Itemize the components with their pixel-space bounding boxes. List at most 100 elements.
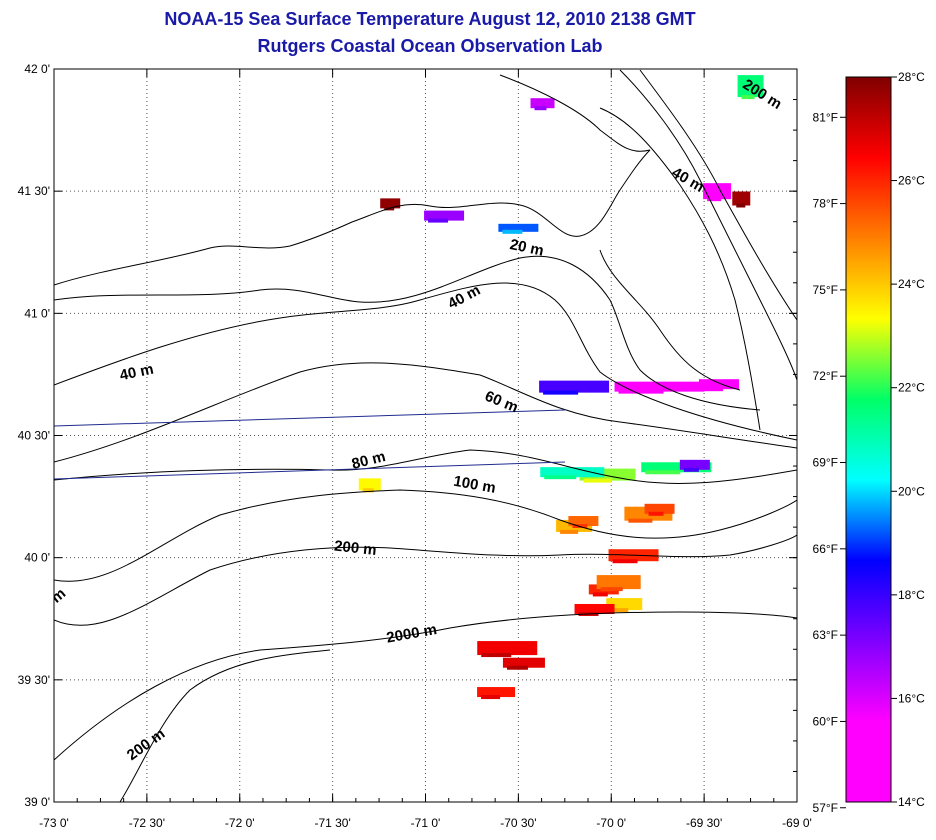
sst-patch (644, 503, 675, 514)
sst-patch-fringe (362, 488, 374, 493)
lat-tick-label: 40 0' (24, 551, 50, 565)
sst-patch (679, 459, 710, 470)
depth-label: 2000 m (385, 621, 438, 647)
colorbar-label-c: 28°C (898, 70, 925, 84)
sst-patch-fringe (610, 608, 629, 613)
sst-patch (703, 183, 732, 200)
sst-patch-fringe (741, 95, 755, 100)
sst-patch (737, 75, 764, 98)
georges-bank-edge (499, 74, 651, 152)
depth-label: 100 m (452, 473, 497, 497)
lon-tick-label: -71 30' (314, 816, 350, 830)
sst-patch-fringe (544, 475, 577, 480)
sst-patch-fringe (534, 106, 547, 111)
contour-60m (54, 362, 797, 463)
sst-patch-fringe (612, 559, 638, 564)
contour-2000m (54, 611, 797, 761)
axis-ticks: -73 0' -72 30' -72 0' -71 30' -71 0' -70 30' -… (18, 62, 812, 830)
colorbar-label-c: 14°C (898, 795, 925, 809)
colorbar-label-f: 81°F (813, 110, 838, 124)
sst-patch (540, 467, 605, 478)
sst-patch-fringe (428, 218, 449, 223)
colorbar: 28°C 26°C 24°C 22°C 20°C 18°C 16°C 14°C 81°F 78°F… (813, 70, 926, 815)
sst-patch-fringe (736, 203, 746, 208)
sst-patch (424, 210, 465, 221)
depth-label: 20 m (508, 236, 545, 260)
gulf-of-maine-contours-2 (639, 69, 797, 321)
nantucket-shoals (599, 249, 741, 391)
sst-patch-fringe (707, 197, 722, 202)
colorbar-label-c: 22°C (898, 381, 925, 395)
sst-patches (358, 75, 764, 700)
lon-tick-label: -70 0' (596, 816, 626, 830)
depth-label: 40 m (445, 282, 483, 313)
depth-label: 200 m (333, 538, 377, 559)
lat-tick-label: 41 0' (24, 306, 50, 320)
sst-patch (606, 598, 643, 611)
sst-patch (358, 478, 381, 491)
contour-80m (54, 449, 797, 484)
sst-patch-fringe (481, 653, 512, 658)
colorbar-label-f: 75°F (813, 283, 838, 297)
sst-patch-fringe (618, 389, 664, 394)
lon-tick-label: -71 0' (411, 816, 441, 830)
colorbar-label-c: 18°C (898, 588, 925, 602)
sst-patch (477, 641, 538, 656)
lon-tick-label: -69 0' (782, 816, 812, 830)
sst-patch-fringe (583, 478, 612, 483)
sst-patch-fringe (648, 511, 664, 516)
sst-patch-fringe (560, 529, 579, 534)
sst-patch (641, 462, 712, 473)
colorbar-label-c: 24°C (898, 277, 925, 291)
sst-patch-fringe (502, 229, 523, 234)
lat-tick-label: 40 30' (18, 429, 50, 443)
ship-track-1 (54, 409, 566, 427)
depth-label: 80 m (350, 448, 387, 473)
colorbar-label-f: 69°F (813, 456, 838, 470)
map-subtitle: Rutgers Coastal Ocean Observation Lab (257, 36, 603, 56)
sst-patch (530, 98, 555, 109)
gulf-of-maine-contours (619, 69, 797, 381)
bathymetry-contours (54, 69, 797, 802)
colorbar-label-c: 26°C (898, 174, 925, 188)
cape-cod-outline (599, 107, 761, 431)
sst-patch (698, 379, 739, 390)
lat-tick-label: 39 0' (24, 795, 50, 809)
lat-tick-label: 41 30' (18, 184, 50, 198)
ship-track-2 (54, 461, 566, 480)
sst-patch-fringe (645, 470, 681, 475)
sst-patch-fringe (592, 592, 608, 597)
sst-patch (502, 657, 545, 668)
contour-200m (54, 534, 797, 626)
canyon-contour (119, 649, 331, 802)
colorbar-label-f: 72°F (813, 369, 838, 383)
sst-patch (596, 575, 641, 590)
sst-patch (498, 223, 539, 232)
coastline (54, 149, 651, 286)
sst-patch-fringe (628, 518, 653, 523)
colorbar-label-f: 57°F (813, 801, 838, 815)
sst-patch (614, 381, 705, 392)
lon-tick-label: -69 30' (686, 816, 722, 830)
lat-tick-label: 39 30' (18, 673, 50, 687)
sst-patch (732, 191, 751, 206)
sst-patch (568, 516, 599, 527)
sst-patch (380, 198, 401, 209)
colorbar-label-f: 63°F (813, 628, 838, 642)
sst-patch-fringe (543, 390, 579, 395)
depth-label: m (48, 585, 69, 607)
sst-patch (477, 687, 516, 698)
ship-tracks (54, 409, 566, 480)
sst-patch (574, 603, 615, 614)
lon-tick-label: -72 0' (225, 816, 255, 830)
contour-40m (54, 282, 797, 441)
depth-label: 40 m (118, 361, 155, 385)
lon-tick-label: -73 0' (39, 816, 69, 830)
sst-patch (539, 380, 610, 393)
colorbar-bar (845, 76, 892, 803)
colorbar-label-f: 78°F (813, 197, 838, 211)
lon-tick-label: -72 30' (129, 816, 165, 830)
sst-patch-fringe (506, 665, 528, 670)
